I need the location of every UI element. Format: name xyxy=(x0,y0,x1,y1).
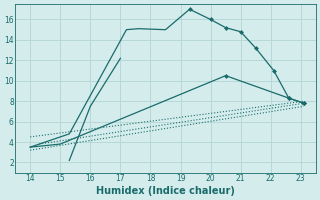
X-axis label: Humidex (Indice chaleur): Humidex (Indice chaleur) xyxy=(96,186,235,196)
